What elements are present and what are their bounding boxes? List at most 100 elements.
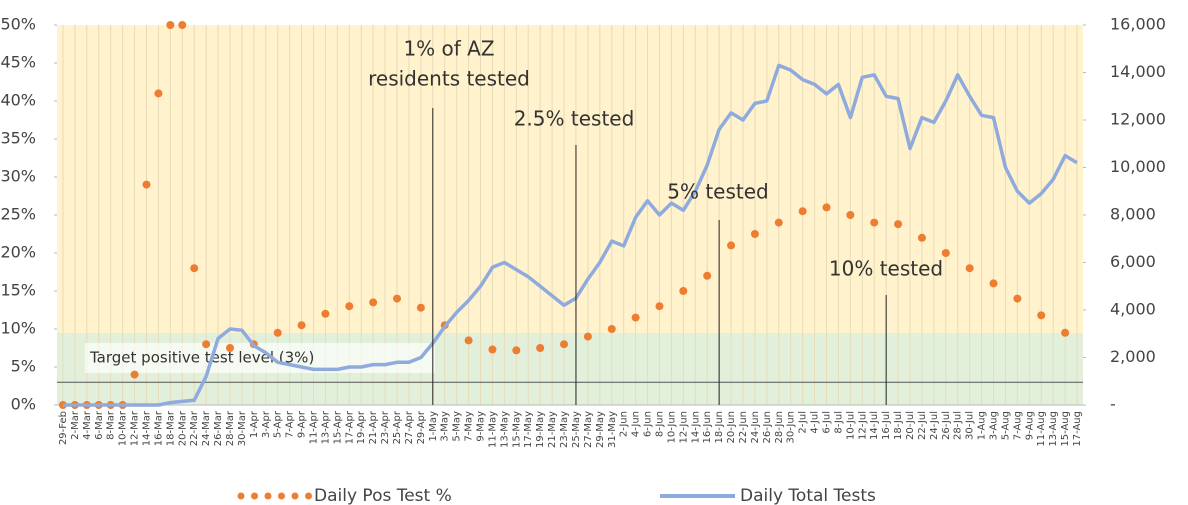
x-tick-label: 15-Apr [332,410,343,444]
legend-dot [278,492,285,500]
series-dot [822,203,831,212]
x-tick-label: 5-May [452,411,463,442]
x-tick-label: 30-Mar [237,410,248,446]
x-tick-label: 22-Mar [189,410,200,446]
y-tick-label: 0% [11,395,36,414]
y-tick-label: 5% [11,357,36,376]
x-tick-label: 5-Aug [1000,411,1011,440]
series-dot [369,298,378,307]
series-dot [607,325,616,333]
x-tick-label: 15-May [511,411,522,448]
y-tick-label: 10% [0,319,36,338]
x-tick-label: 10-Jun [666,411,677,444]
series-dot [703,271,712,280]
x-tick-label: 16-Mar [153,410,164,446]
legend-label: Daily Total Tests [740,486,876,505]
legend-dot [251,492,258,500]
x-tick-label: 28-Jul [953,411,964,440]
series-dot [750,230,759,238]
series-dot [202,340,211,349]
series-dot [583,332,592,341]
series-dot [416,303,425,312]
legend-dot [237,492,245,500]
y2-tick-label: 6,000 [1110,252,1156,271]
x-tick-label: 7-Aug [1012,411,1023,440]
legend-dot [291,492,299,500]
series-dot [1061,328,1070,337]
x-tick-label: 14-Mar [141,410,152,446]
x-tick-label: 28-Mar [225,410,236,446]
x-tick-label: 6-Mar [94,410,105,440]
x-tick-label: 4-Mar [82,410,93,440]
x-tick-label: 29-Feb [58,411,69,445]
x-tick-label: 4-Jul [810,411,821,434]
x-tick-label: 2-Jun [619,411,630,437]
series-dot [464,336,473,345]
x-tick-label: 22-Jun [738,411,749,444]
x-tick-label: 29-May [595,411,606,448]
x-tick-label: 4-Jun [631,411,642,437]
x-tick-label: 23-May [559,411,570,448]
x-tick-label: 11-Aug [1036,411,1047,447]
legend-label: Daily Pos Test % [314,486,452,505]
series-dot [560,340,569,349]
y2-tick-label: 16,000 [1110,15,1166,34]
legend-dot [305,492,312,500]
x-tick-label: 17-Apr [344,410,355,444]
x-tick-label: 18-Jun [714,411,725,444]
series-dot [655,302,664,311]
x-tick-label: 7-Apr [285,410,296,438]
x-tick-label: 16-Jul [881,411,892,440]
x-tick-label: 12-Mar [130,410,141,446]
x-tick-label: 22-Jul [917,411,928,440]
series-dot [297,321,306,330]
x-tick-label: 1-Aug [977,411,988,440]
x-tick-label: 20-Jul [905,411,916,440]
y2-tick-label: 12,000 [1110,110,1166,129]
series-dot [273,328,282,337]
x-tick-label: 26-Mar [213,410,224,446]
x-tick-label: 10-Jul [845,411,856,440]
y-tick-label: 35% [0,129,36,148]
x-tick-label: 12-Jun [678,411,689,444]
x-tick-label: 13-May [499,411,510,448]
x-tick-label: 30-Jun [786,411,797,444]
x-tick-label: 21-Apr [368,410,379,444]
legend-dot [264,492,272,500]
y-tick-label: 20% [0,243,36,262]
x-tick-label: 2-Mar [70,410,81,440]
series-dot [190,264,199,273]
series-dot [154,89,163,98]
x-tick-label: 26-Jun [762,411,773,444]
x-tick-label: 28-Jun [774,411,785,444]
series-dot [631,313,640,322]
y2-tick-label: 14,000 [1110,62,1166,81]
series-dot [894,220,903,229]
x-tick-label: 14-Jun [690,411,701,444]
series-dot [870,218,879,227]
annotation-text: 1% of AZ [403,37,494,61]
series-dot [846,211,855,219]
x-tick-label: 16-Jun [702,411,713,444]
x-tick-label: 9-Aug [1024,411,1035,440]
x-tick-label: 9-May [476,411,487,442]
x-tick-label: 2-Jul [798,411,809,434]
y-tick-label: 40% [0,91,36,110]
series-dot [142,180,151,189]
x-tick-label: 17-Aug [1072,411,1083,447]
x-tick-label: 25-May [571,411,582,448]
annotation-text: 5% tested [667,180,769,204]
annotation-text: 10% tested [829,257,943,281]
x-tick-label: 7-May [464,411,475,442]
x-tick-label: 14-Jul [869,411,880,440]
annotation-text: residents tested [368,67,530,91]
series-dot [965,264,974,273]
x-tick-label: 20-Jun [726,411,737,444]
series-dot [774,218,783,227]
x-tick-label: 6-Jul [822,411,833,434]
y-tick-label: 50% [0,15,36,34]
x-tick-label: 8-Jun [654,411,665,437]
y2-tick-label: 2,000 [1110,347,1156,366]
x-tick-label: 3-May [440,411,451,442]
